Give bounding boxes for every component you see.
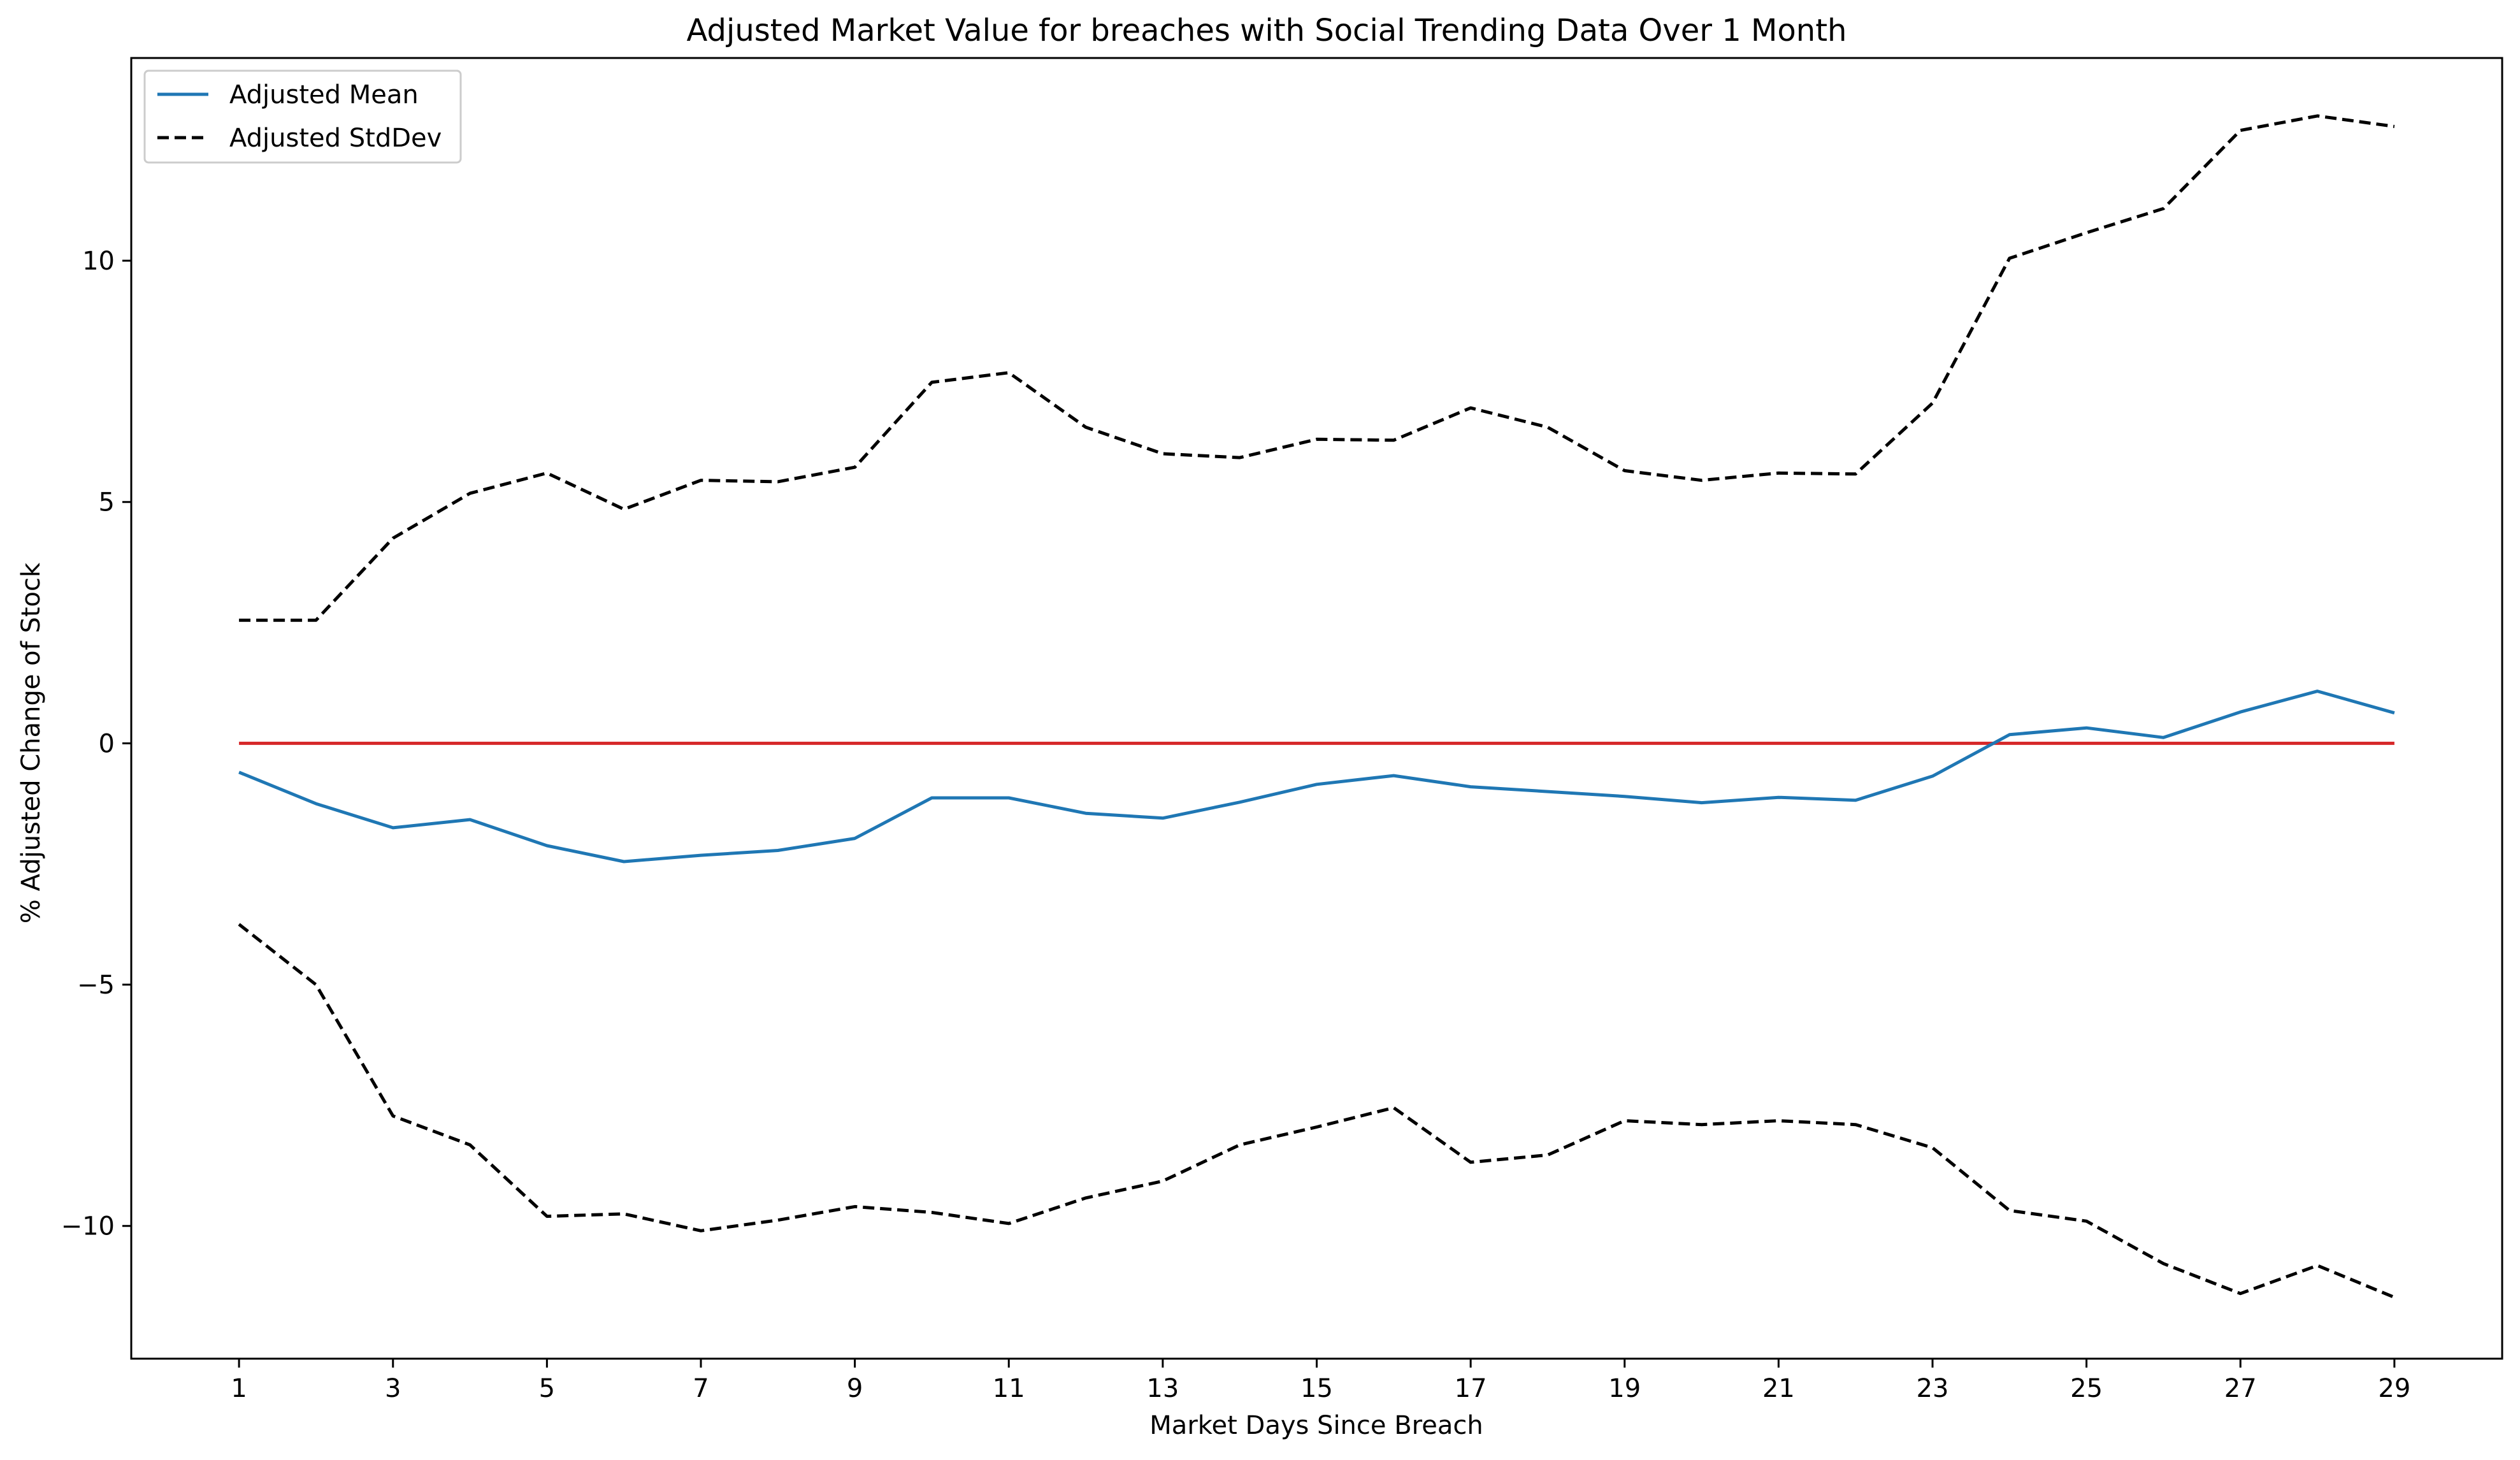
chart-title: Adjusted Market Value for breaches with … <box>687 13 1847 48</box>
x-tick-label: 27 <box>2224 1374 2257 1403</box>
y-axis-label: % Adjusted Change of Stock <box>17 562 46 923</box>
x-tick-label: 5 <box>539 1374 555 1403</box>
series-line-adjusted-mean <box>238 690 2395 864</box>
x-tick-label: 21 <box>1762 1374 1795 1403</box>
plot-area <box>238 114 2395 1299</box>
x-tick-label: 3 <box>385 1374 401 1403</box>
plot-frame <box>130 57 2503 1360</box>
y-tick-label: −10 <box>61 1212 115 1241</box>
x-tick-label: 25 <box>2070 1374 2103 1403</box>
y-axis: −10 −5 0 5 10 <box>61 247 131 1241</box>
x-tick-label: 15 <box>1300 1374 1333 1403</box>
x-tick-label: 7 <box>693 1374 709 1403</box>
x-tick-label: 1 <box>231 1374 247 1403</box>
x-axis: 1 3 5 7 9 11 13 15 17 19 21 23 25 27 29 <box>231 1359 2410 1403</box>
x-tick-label: 29 <box>2378 1374 2410 1403</box>
x-tick-label: 17 <box>1455 1374 1487 1403</box>
x-tick-label: 9 <box>847 1374 863 1403</box>
y-tick-label: 10 <box>82 247 115 276</box>
series-line-stddev-lower <box>238 923 2395 1299</box>
y-tick-label: 0 <box>99 729 115 758</box>
x-axis-label: Market Days Since Breach <box>1149 1411 1483 1440</box>
x-tick-label: 19 <box>1608 1374 1641 1403</box>
x-tick-label: 13 <box>1146 1374 1179 1403</box>
x-tick-label: 11 <box>993 1374 1025 1403</box>
y-tick-label: −5 <box>77 971 115 1000</box>
legend-label-mean: Adjusted Mean <box>229 80 419 110</box>
y-tick-label: 5 <box>99 488 115 517</box>
legend: Adjusted Mean Adjusted StdDev <box>143 69 462 164</box>
legend-label-stddev: Adjusted StdDev <box>229 124 442 153</box>
series-line-stddev-upper <box>239 114 2395 622</box>
legend-box <box>143 69 462 164</box>
x-tick-label: 23 <box>1917 1374 1949 1403</box>
